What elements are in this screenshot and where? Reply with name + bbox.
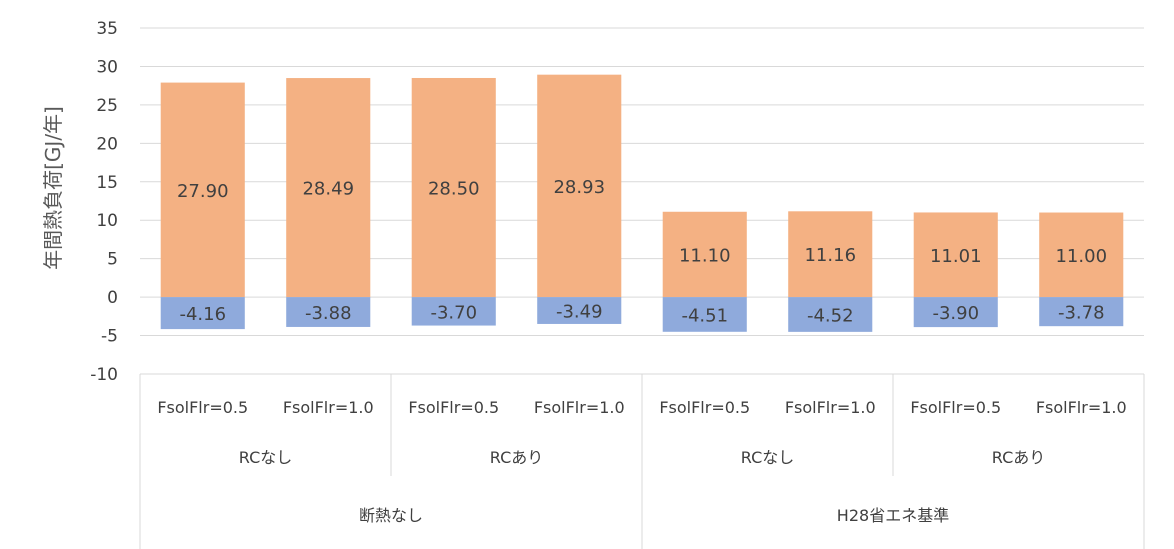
data-label: -4.16 [179,304,226,325]
bar-segment [1039,297,1124,327]
x-category-label: FsolFlr=0.5 [408,398,499,417]
data-label: 11.16 [804,245,856,266]
bar-segment [537,74,622,298]
bar-segment [411,297,496,326]
data-label: -3.70 [430,302,477,323]
y-tick-label: 25 [96,96,118,116]
y-tick-label: 35 [96,19,118,39]
y-tick-label: 10 [96,211,118,231]
y-tick-label: 30 [96,57,118,77]
x-supergroup-label: 断熱なし [359,506,423,525]
data-label: 28.49 [302,179,354,200]
x-supergroup-label: H28省エネ基準 [837,506,949,525]
data-label: -4.52 [807,305,854,326]
x-category-label: FsolFlr=1.0 [534,398,625,417]
x-category-label: FsolFlr=0.5 [910,398,1001,417]
bar-segment [913,212,998,298]
data-label: 28.50 [428,179,480,200]
y-axis-label: 年間熱負荷[GJ/年] [41,106,65,270]
x-category-label: FsolFlr=1.0 [785,398,876,417]
data-label: 11.01 [930,246,982,267]
bar-segment [411,77,496,298]
bar-segment [537,297,622,324]
data-label: -3.49 [556,302,603,323]
x-axis: FsolFlr=0.5 FsolFlr=1.0 FsolFlr=0.5 FsolFlr… [139,373,1145,549]
y-tick-label: 5 [107,250,118,270]
x-category-label: FsolFlr=1.0 [283,398,374,417]
y-axis-ticks: 35 30 25 20 15 10 5 0 -5 -10 [90,19,118,385]
bar-segment [788,297,873,332]
data-label: 11.00 [1055,246,1107,267]
bar-segment [662,211,747,298]
bar-segment [286,297,371,327]
x-category-label: FsolFlr=1.0 [1036,398,1127,417]
bar-segment [160,82,245,298]
y-tick-label: -10 [90,365,118,385]
bar-segment [913,297,998,328]
x-group-label: RCあり [992,448,1046,467]
bar-segment [788,211,873,298]
y-tick-label: -5 [101,327,118,347]
bar-segment [160,297,245,330]
x-group-label: RCなし [239,448,293,467]
data-label: 27.90 [177,181,229,202]
y-tick-label: 0 [107,288,118,308]
bar-segment [286,78,371,298]
data-label: 28.93 [553,177,605,198]
data-label: -3.88 [305,303,352,324]
data-label: -3.78 [1058,303,1105,324]
y-tick-label: 15 [96,173,118,193]
bar-segment [662,297,747,332]
x-category-label: FsolFlr=0.5 [157,398,248,417]
bars [160,74,1124,332]
bar-labels: 27.90 28.49 28.50 28.93 11.10 11.16 11.01 11.00… [177,177,1107,327]
x-group-label: RCあり [490,448,544,467]
data-label: -3.90 [932,303,979,324]
y-tick-label: 20 [96,134,118,154]
data-label: -4.51 [681,305,728,326]
bar-segment [1039,212,1124,298]
data-label: 11.10 [679,245,731,266]
x-category-label: FsolFlr=0.5 [659,398,750,417]
x-group-label: RCなし [741,448,795,467]
